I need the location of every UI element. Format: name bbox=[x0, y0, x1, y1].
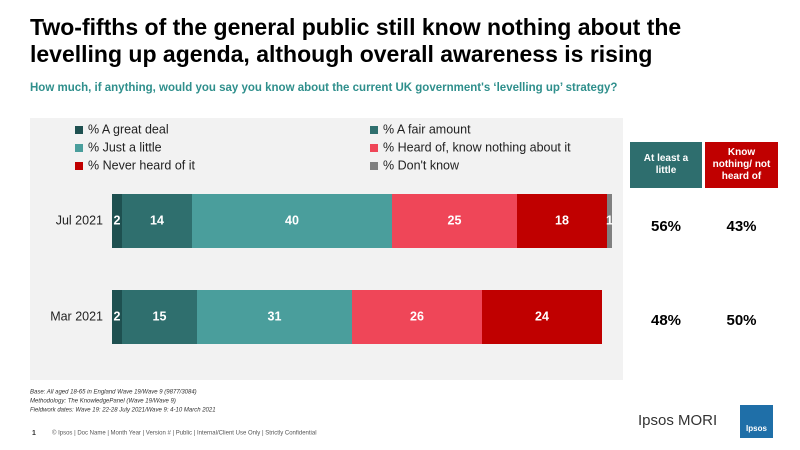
legend-label: % Never heard of it bbox=[88, 158, 196, 172]
legend-swatch bbox=[370, 162, 378, 170]
summary-value: 48% bbox=[651, 312, 681, 329]
data-label: 2 bbox=[114, 213, 121, 227]
summary-header-box-text: Know nothing/ not heard of bbox=[712, 147, 771, 182]
logo-text: Ipsos bbox=[746, 424, 767, 433]
data-label: 2 bbox=[114, 309, 121, 323]
summary-header-box-text: At least a little bbox=[643, 153, 689, 176]
legend-label: % Heard of, know nothing about it bbox=[383, 140, 571, 154]
bar-segment bbox=[607, 194, 612, 248]
logo bbox=[740, 405, 773, 438]
bar-segment bbox=[192, 194, 392, 248]
bar-segment bbox=[482, 290, 602, 344]
bar-segment bbox=[112, 194, 122, 248]
bar-segment bbox=[517, 194, 607, 248]
data-label: 15 bbox=[153, 309, 167, 323]
legend-swatch bbox=[75, 162, 83, 170]
note: Fieldwork dates: Wave 19: 22-28 July 202… bbox=[30, 408, 216, 414]
summary-value: 56% bbox=[651, 218, 681, 235]
bar-segment bbox=[197, 290, 352, 344]
data-label: 26 bbox=[410, 309, 424, 323]
legend-swatch bbox=[370, 144, 378, 152]
legend-swatch bbox=[370, 126, 378, 134]
summary-value: 43% bbox=[726, 218, 756, 235]
summary-header-box bbox=[705, 142, 778, 188]
y-tick-label: Mar 2021 bbox=[50, 309, 103, 323]
data-label: 25 bbox=[448, 213, 462, 227]
bar-segment bbox=[122, 194, 192, 248]
data-label: 24 bbox=[535, 309, 549, 323]
bar-segment bbox=[122, 290, 197, 344]
data-label: 18 bbox=[555, 213, 569, 227]
legend-swatch bbox=[75, 144, 83, 152]
legend-label: % Don't know bbox=[383, 158, 460, 172]
y-tick-label: Jul 2021 bbox=[56, 213, 103, 227]
legend-label: % A fair amount bbox=[383, 122, 471, 136]
data-label: 1 bbox=[606, 213, 613, 227]
legend-label: % Just a little bbox=[88, 140, 162, 154]
page-number: 1 bbox=[32, 430, 36, 437]
summary-header: Know nothing/ not heard of bbox=[712, 147, 771, 182]
summary-header: At least a little bbox=[643, 153, 689, 176]
bar-segment bbox=[392, 194, 517, 248]
summary-value: 50% bbox=[726, 312, 756, 329]
data-label: 40 bbox=[285, 213, 299, 227]
title: Two-fifths of the general public still k… bbox=[30, 14, 682, 67]
bar-segment bbox=[352, 290, 482, 344]
data-label: 31 bbox=[268, 309, 282, 323]
legend-label: % A great deal bbox=[88, 122, 169, 136]
note: Base: All aged 18-65 in England Wave 19/… bbox=[30, 390, 197, 396]
footer: © Ipsos | Doc Name | Month Year | Versio… bbox=[52, 430, 317, 437]
summary-header-box bbox=[630, 142, 702, 188]
brand: Ipsos MORI bbox=[638, 412, 717, 429]
legend-swatch bbox=[75, 126, 83, 134]
data-label: 14 bbox=[150, 213, 164, 227]
subtitle: How much, if anything, would you say you… bbox=[30, 82, 618, 94]
note: Methodology: The KnowledgePanel (Wave 19… bbox=[30, 399, 176, 405]
bar-segment bbox=[112, 290, 122, 344]
